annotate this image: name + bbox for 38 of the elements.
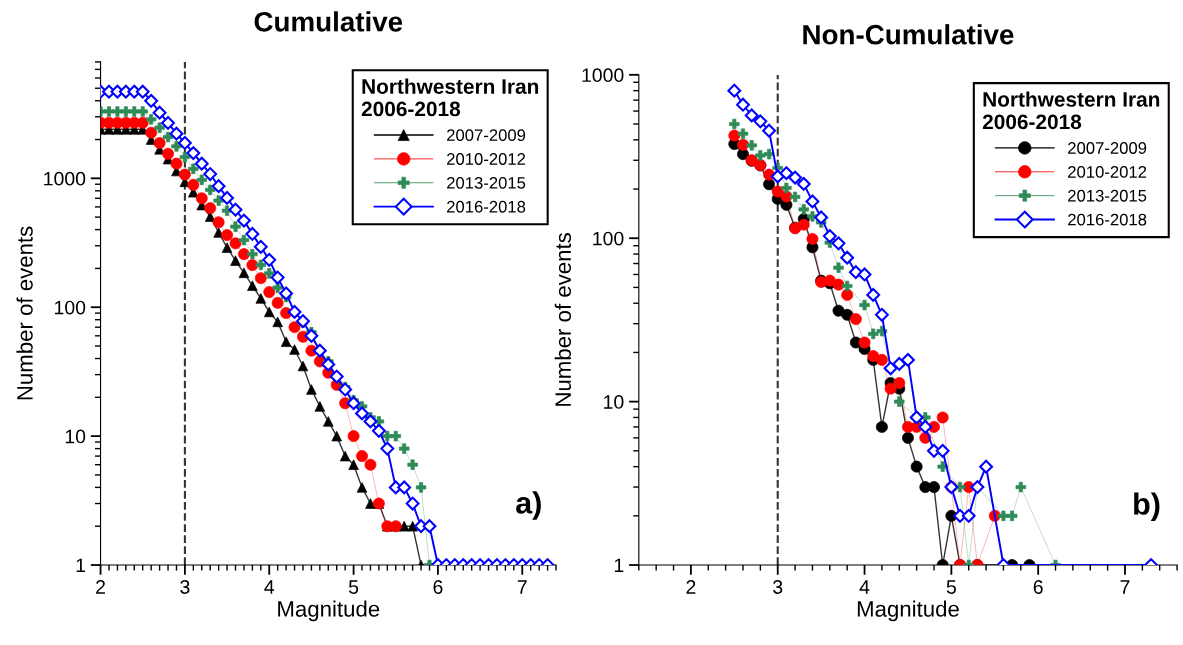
x-tick-label: 3 [180,580,190,594]
legend-label: 2013-2015 [1068,189,1147,202]
legend-label: 2010-2012 [447,153,526,165]
x-tick-label: 7 [1120,580,1130,594]
legend-label: 2007-2009 [447,129,526,142]
legend-title: Northwestern Iran 2006-2018 [982,91,1160,130]
annotation: a) [516,491,541,520]
legend-label: 2007-2009 [1068,142,1147,154]
x-tick-label: 2 [96,580,105,594]
legend-title: Northwestern Iran 2006-2018 [361,78,539,117]
x-tick-label: 6 [1033,580,1043,594]
x-axis-title: Magnitude [857,600,959,622]
x-tick-label: 3 [773,580,783,594]
y-tick-label: 100 [593,231,624,246]
x-tick-label: 2 [686,580,696,594]
y-tick-label: 1 [614,558,624,573]
y-axis-title: Number of events [554,233,572,406]
y-tick-label: 100 [55,300,86,315]
x-tick-label: 6 [433,580,443,594]
x-axis-title: Magnitude [278,600,380,622]
chart-title: Cumulative [254,11,403,32]
legend-label: 2013-2015 [447,176,526,189]
annotation: b) [1134,492,1160,521]
x-tick-label: 4 [264,580,275,594]
y-axis-title: Number of events [16,226,33,400]
x-tick-label: 7 [517,580,527,594]
legend-label: 2016-2018 [1068,213,1147,226]
x-tick-label: 4 [859,580,870,594]
x-tick-label: 5 [348,580,359,594]
y-tick-label: 10 [604,395,624,409]
y-tick-label: 1000 [582,68,624,83]
legend-label: 2016-2018 [447,200,526,213]
y-tick-label: 10 [65,429,86,444]
y-tick-label: 1 [76,558,86,573]
y-tick-label: 1000 [44,171,86,186]
x-tick-label: 5 [946,580,956,594]
legend-label: 2010-2012 [1068,165,1147,178]
chart-title: Non-Cumulative [803,24,1014,45]
